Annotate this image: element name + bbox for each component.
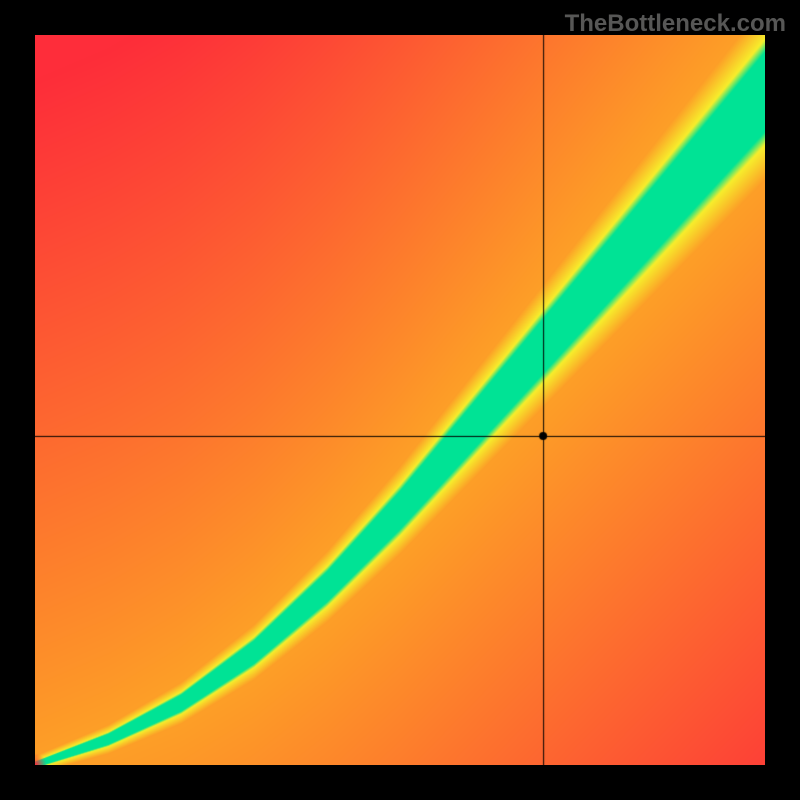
heatmap-plot (35, 35, 765, 765)
watermark-text: TheBottleneck.com (565, 10, 786, 38)
chart-container: TheBottleneck.com (0, 0, 800, 800)
